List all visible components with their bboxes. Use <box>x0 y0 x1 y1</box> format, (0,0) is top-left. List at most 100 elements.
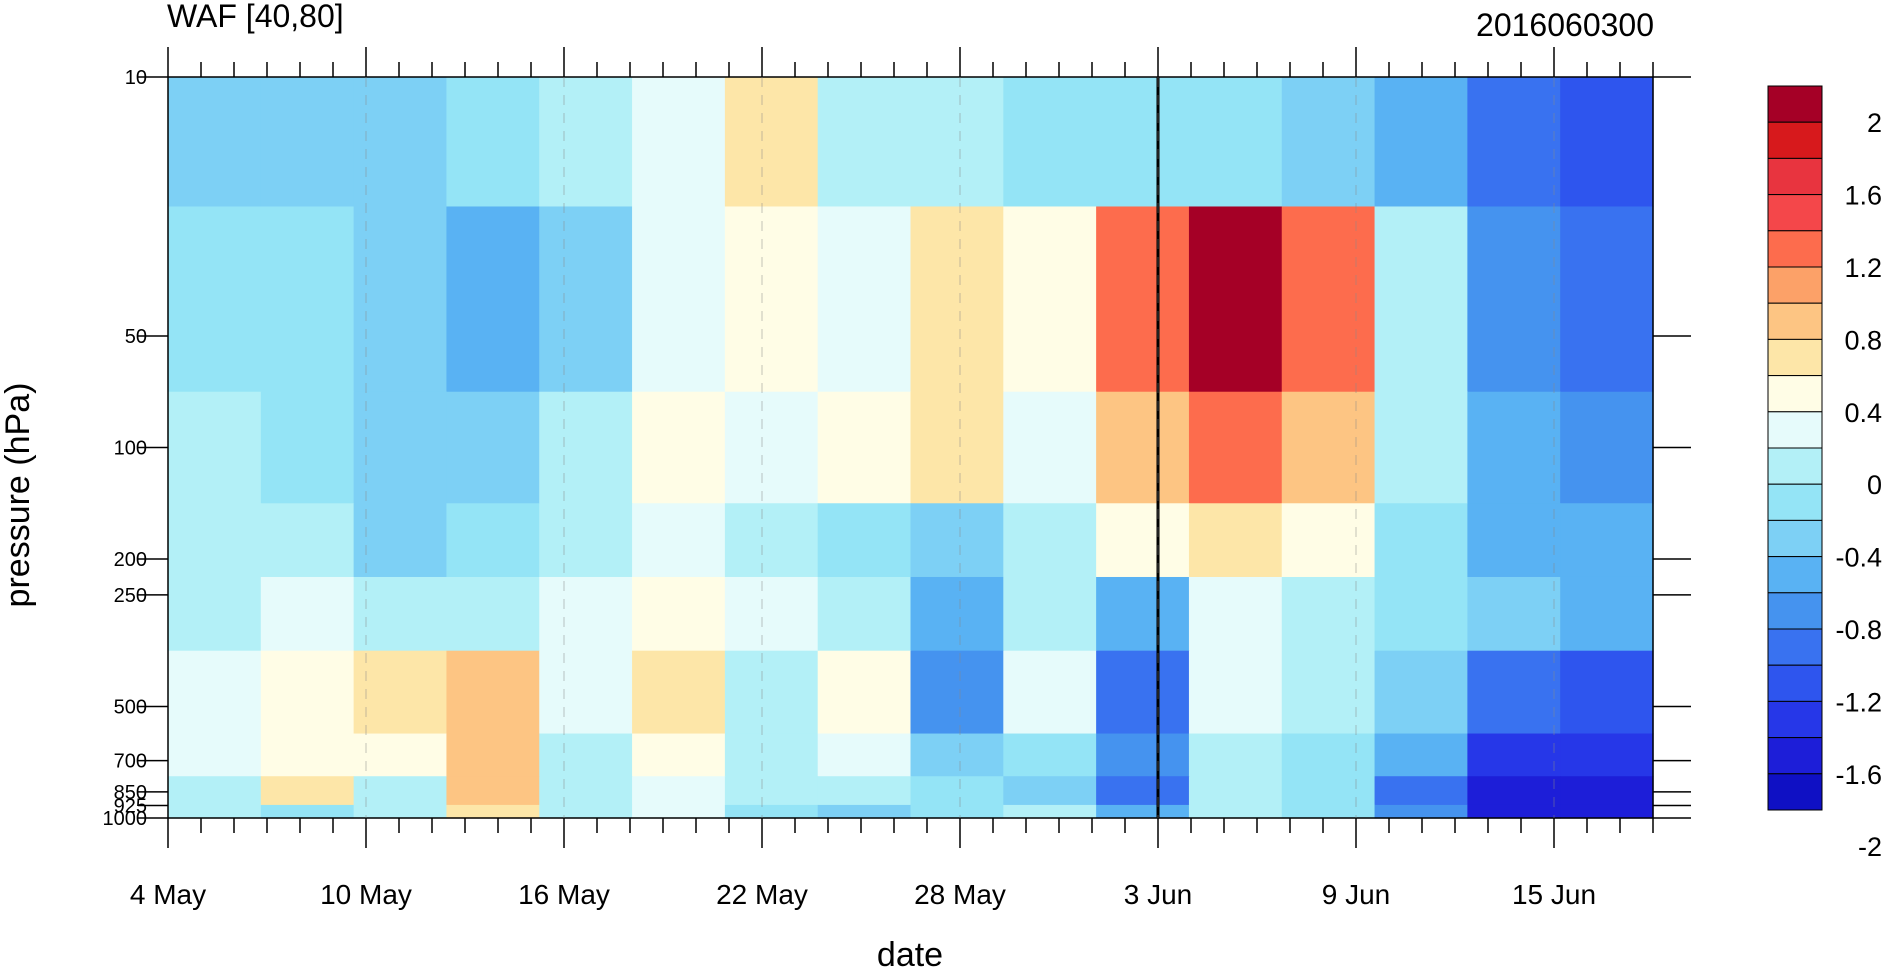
heatmap-cell <box>1467 206 1561 393</box>
heatmap-cell <box>1188 576 1283 652</box>
heatmap-cell <box>168 804 262 819</box>
heatmap-cell <box>353 77 448 208</box>
heatmap-cell <box>817 776 912 806</box>
heatmap-cell <box>1560 503 1654 578</box>
heatmap-cell <box>1096 650 1190 735</box>
y-tick-label: 925 <box>114 795 147 817</box>
heatmap-cell <box>632 804 726 819</box>
heatmap-cell <box>1467 503 1561 578</box>
heatmap-cell <box>353 576 448 652</box>
colorbar-label: -0.4 <box>1835 543 1882 573</box>
heatmap-cell <box>539 503 633 578</box>
heatmap-cell <box>632 77 726 208</box>
x-tick-label: 15 Jun <box>1512 879 1596 910</box>
heatmap-cell <box>1374 576 1468 652</box>
heatmap-cell <box>260 733 355 777</box>
heatmap-cell <box>724 77 819 208</box>
heatmap-cell <box>446 503 540 578</box>
heatmap-cell <box>1281 576 1376 652</box>
heatmap-cell <box>1467 77 1561 208</box>
y-tick-label: 850 <box>114 782 147 804</box>
colorbar-swatch <box>1767 375 1823 413</box>
heatmap-cell <box>910 776 1004 806</box>
colorbar-swatch <box>1767 556 1823 594</box>
heatmap-cell <box>1467 776 1561 806</box>
heatmap-cell <box>817 804 912 819</box>
heatmap-cell <box>1003 206 1097 393</box>
heatmap-cell <box>724 733 819 777</box>
colorbar-label: -1.2 <box>1835 687 1882 717</box>
colorbar-swatch <box>1767 519 1823 558</box>
heatmap-cell <box>168 776 262 806</box>
colorbar-swatch <box>1767 700 1823 739</box>
heatmap-cell <box>1281 391 1376 504</box>
y-axis-label: pressure (hPa) <box>0 383 37 608</box>
heatmap-cell <box>1281 503 1376 578</box>
heatmap-cell <box>446 650 540 735</box>
heatmap-cell <box>446 804 540 819</box>
heatmap-cell <box>539 576 633 652</box>
heatmap-cell <box>260 77 355 208</box>
heatmap-cell <box>446 733 540 777</box>
heatmap-cell <box>446 77 540 208</box>
heatmap-cell <box>446 776 540 806</box>
heatmap-cell <box>168 391 262 504</box>
heatmap-cell <box>353 650 448 735</box>
heatmap-cell <box>539 733 633 777</box>
colorbar-swatch <box>1767 194 1823 232</box>
heatmap-cell <box>1560 206 1654 393</box>
chart-subtitle: 2016060300 <box>1476 7 1654 43</box>
heatmap-cell <box>724 206 819 393</box>
heatmap-cell <box>910 206 1004 393</box>
heatmap-cell <box>817 733 912 777</box>
heatmap-cell <box>632 650 726 735</box>
heatmap-cell <box>632 206 726 393</box>
heatmap-cell <box>1281 77 1376 208</box>
heatmap-cell <box>910 503 1004 578</box>
heatmap-cell <box>539 206 633 393</box>
heatmap-cell <box>1281 733 1376 777</box>
heatmap-cell <box>724 650 819 735</box>
heatmap-cell <box>910 733 1004 777</box>
heatmap-cell <box>1560 776 1654 806</box>
colorbar-swatch <box>1767 628 1823 666</box>
heatmap-cell <box>817 576 912 652</box>
colorbar-swatch <box>1767 447 1823 485</box>
heatmap-cell <box>1374 776 1468 806</box>
heatmap-cell <box>1281 650 1376 735</box>
y-tick-label: 100 <box>114 438 147 460</box>
colorbar-swatch <box>1767 121 1823 159</box>
y-tick-label: 200 <box>114 549 147 571</box>
x-tick-label: 28 May <box>914 879 1006 910</box>
colorbar-swatch <box>1767 411 1823 449</box>
colorbar: 2 1.6 1.2 0.8 0.4 0 -0.4 -0.8 -1.2 -1.6 -2 <box>1767 85 1882 862</box>
x-tick-label: 10 May <box>320 879 412 910</box>
heatmap-cell <box>539 804 633 819</box>
heatmap-cell <box>1467 804 1561 819</box>
heatmap-cell <box>353 206 448 393</box>
heatmap-cell <box>168 650 262 735</box>
heatmap-cell <box>1003 733 1097 777</box>
y-tick-label: 1000 <box>103 808 148 830</box>
heatmap-cell <box>1003 77 1097 208</box>
heatmap-cell <box>260 503 355 578</box>
heatmap-cell <box>1188 804 1283 819</box>
heatmap-cell <box>1374 804 1468 819</box>
colorbar-label: 0.8 <box>1844 325 1882 355</box>
heatmap-cell <box>724 776 819 806</box>
heatmap-cell <box>724 391 819 504</box>
colorbar-label: 1.6 <box>1844 181 1882 211</box>
plot-area <box>168 77 1654 819</box>
heatmap-cell <box>817 206 912 393</box>
colorbar-swatch <box>1767 773 1823 811</box>
colorbar-label: -2 <box>1858 832 1882 862</box>
heatmap-cell <box>353 391 448 504</box>
heatmap-cell <box>632 391 726 504</box>
heatmap-cell <box>1560 650 1654 735</box>
x-tick-label: 9 Jun <box>1322 879 1391 910</box>
chart-title: WAF [40,80] <box>167 0 344 34</box>
heatmap-cell <box>1003 576 1097 652</box>
heatmap-cell <box>260 776 355 806</box>
heatmap-cell <box>168 206 262 393</box>
